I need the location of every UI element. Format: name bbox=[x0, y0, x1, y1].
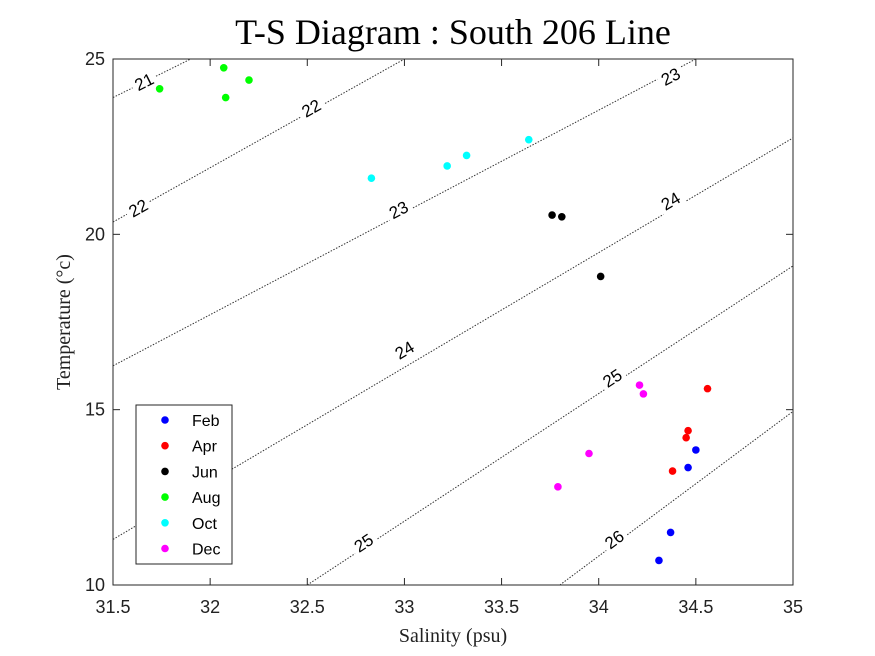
legend-marker-feb bbox=[161, 416, 169, 424]
contour-label-bg bbox=[653, 184, 688, 218]
legend-marker-aug bbox=[161, 493, 169, 501]
y-tick-label: 15 bbox=[85, 400, 105, 420]
data-point-aug bbox=[155, 85, 164, 93]
legend: Feb Apr Jun Aug Oct Dec bbox=[135, 404, 233, 565]
data-point-apr bbox=[684, 426, 692, 435]
data-point-dec bbox=[585, 449, 593, 458]
x-tick-label: 32 bbox=[200, 597, 220, 617]
data-point-apr bbox=[682, 433, 690, 442]
legend-marker-jun bbox=[161, 467, 169, 476]
x-tick-label: 33 bbox=[394, 597, 414, 617]
contour-label-bg bbox=[381, 193, 416, 226]
data-point-oct bbox=[443, 162, 451, 170]
legend-label-aug: Aug bbox=[192, 490, 220, 507]
y-tick-label: 20 bbox=[85, 224, 105, 244]
data-point-apr bbox=[703, 384, 712, 393]
data-point-oct bbox=[524, 135, 533, 144]
contour-label-bg bbox=[595, 361, 630, 395]
data-point-oct bbox=[462, 151, 471, 160]
data-point-feb bbox=[692, 446, 700, 454]
x-axis-ticks: 31.5 32 32.5 33 33.5 34 34.5 35 bbox=[95, 59, 803, 617]
x-tick-label: 34 bbox=[589, 597, 609, 617]
contour-label-bg bbox=[387, 333, 422, 367]
legend-label-jun: Jun bbox=[192, 464, 218, 481]
contour-label-bg bbox=[653, 60, 688, 93]
x-tick-label: 31.5 bbox=[95, 597, 130, 617]
y-tick-label: 25 bbox=[85, 49, 105, 69]
data-point-aug bbox=[221, 93, 230, 102]
legend-marker-dec bbox=[161, 544, 169, 553]
legend-label-oct: Oct bbox=[192, 516, 217, 533]
data-point-jun bbox=[558, 213, 566, 221]
x-tick-label: 32.5 bbox=[290, 597, 325, 617]
legend-marker-oct bbox=[161, 519, 169, 527]
contour-label-bg bbox=[121, 192, 155, 224]
x-tick-label: 35 bbox=[783, 597, 803, 617]
data-point-feb bbox=[655, 556, 663, 565]
data-point-jun bbox=[596, 272, 605, 281]
data-point-aug bbox=[245, 76, 253, 84]
y-tick-label: 10 bbox=[85, 575, 105, 595]
data-point-aug bbox=[219, 63, 228, 72]
data-point-jun bbox=[548, 211, 556, 219]
legend-label-feb: Feb bbox=[192, 413, 220, 430]
data-point-feb bbox=[666, 528, 675, 537]
data-point-oct bbox=[367, 174, 376, 183]
data-point-dec bbox=[554, 483, 562, 491]
data-point-apr bbox=[668, 467, 677, 475]
data-points bbox=[155, 63, 712, 565]
legend-box bbox=[135, 404, 233, 565]
x-tick-label: 34.5 bbox=[678, 597, 713, 617]
contour-label-bg bbox=[346, 526, 381, 560]
legend-label-apr: Apr bbox=[192, 439, 218, 456]
contour-line-26 bbox=[559, 411, 794, 586]
contour-line-25 bbox=[307, 265, 794, 586]
x-axis-label: Salinity (psu) bbox=[399, 625, 507, 647]
y-axis-label: Temperature (°c) bbox=[53, 254, 75, 390]
y-axis-ticks: 10 15 20 25 bbox=[85, 49, 793, 595]
contour-label-bg bbox=[294, 92, 328, 125]
data-point-dec bbox=[635, 381, 644, 389]
data-point-dec bbox=[639, 390, 648, 398]
legend-label-dec: Dec bbox=[192, 542, 220, 559]
x-tick-label: 33.5 bbox=[484, 597, 519, 617]
contour-label-bg bbox=[127, 66, 161, 98]
legend-marker-apr bbox=[161, 441, 169, 450]
chart-title: T-S Diagram : South 206 Line bbox=[235, 12, 671, 52]
contour-label-bg bbox=[597, 522, 632, 556]
data-point-feb bbox=[684, 463, 692, 472]
